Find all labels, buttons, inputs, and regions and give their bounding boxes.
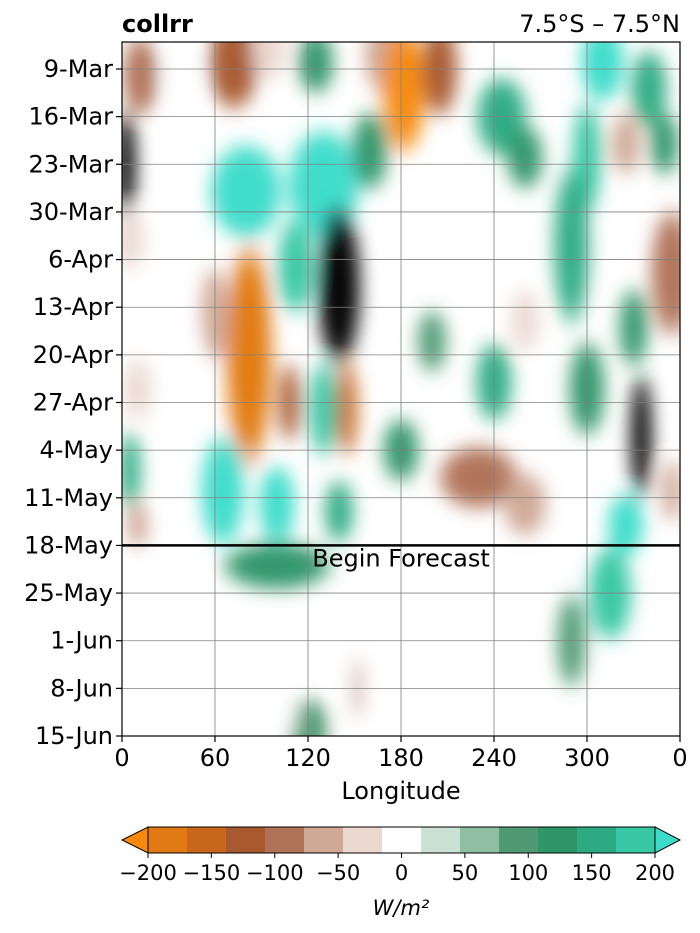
x-tick-label-3: 180 [378, 744, 424, 772]
colorbar-swatch-2 [187, 827, 227, 853]
anomaly-feature-3 [253, 42, 285, 76]
anomaly-feature-16 [280, 225, 312, 308]
x-axis-label: Longitude [341, 777, 460, 805]
colorbar-swatch-10 [499, 827, 539, 853]
colorbar-tick-label-7: 150 [572, 861, 612, 885]
colorbar-tick-label-0: −200 [119, 861, 177, 885]
anomaly-feature-6 [424, 42, 456, 110]
y-tick-label-1: 16-Mar [29, 103, 114, 131]
anomaly-feature-33 [512, 293, 538, 349]
colorbar-swatch-12 [577, 827, 617, 853]
anomaly-feature-7 [300, 42, 332, 90]
anomaly-feature-17 [509, 130, 541, 185]
anomaly-feature-0 [125, 42, 157, 110]
anomaly-feature-43 [610, 497, 642, 553]
anomaly-feature-29 [125, 361, 150, 417]
anomaly-feature-12 [215, 150, 277, 233]
colorbar-swatch-7 [382, 827, 422, 853]
y-tick-label-4: 6-Apr [48, 246, 113, 274]
y-tick-label-0: 9-Mar [44, 55, 113, 83]
x-tick-label-5: 300 [564, 744, 610, 772]
colorbar-swatch-9 [460, 827, 500, 853]
colorbar-swatch-6 [343, 827, 383, 853]
y-tick-label-13: 8-Jun [50, 674, 113, 702]
anomaly-feature-51 [168, 559, 200, 668]
y-tick-label-7: 27-Apr [33, 389, 113, 417]
anomaly-feature-2 [211, 42, 256, 104]
anomaly-feature-37 [261, 470, 293, 539]
anomaly-feature-15 [320, 218, 358, 355]
anomaly-feature-41 [506, 477, 544, 532]
y-tick-label-9: 11-May [24, 484, 113, 512]
colorbar-tick-label-8: 200 [635, 861, 675, 885]
anomaly-feature-20 [652, 116, 677, 172]
colorbar-tick-label-2: −100 [246, 861, 304, 885]
y-tick-label-6: 20-Apr [33, 341, 113, 369]
colorbar-label: W/m² [373, 896, 430, 920]
anomaly-feature-27 [337, 368, 357, 451]
anomaly-feature-39 [128, 504, 147, 546]
anomaly-feature-38 [122, 436, 140, 505]
x-tick-label-4: 240 [471, 744, 517, 772]
colorbar-extend-low [120, 826, 149, 854]
anomaly-feature-22 [653, 218, 680, 328]
y-tick-label-12: 1-Jun [50, 627, 113, 655]
anomaly-feature-5 [385, 42, 423, 144]
colorbar-tick-label-5: 50 [452, 861, 479, 885]
anomaly-feature-14 [354, 116, 386, 185]
colorbar-swatch-5 [304, 827, 344, 853]
colorbar-swatch-13 [616, 827, 656, 853]
y-axis: 9-Mar 16-Mar 23-Mar 30-Mar 6-Apr 13-Apr 20-Apr… [24, 55, 122, 750]
anomaly-feature-48 [230, 545, 324, 587]
anomaly-feature-55 [272, 654, 298, 736]
anomaly-feature-44 [662, 463, 680, 519]
colorbar-swatch-8 [421, 827, 461, 853]
chart-title-right: 7.5°S – 7.5°N [519, 10, 680, 38]
anomaly-feature-46 [326, 484, 352, 539]
grid-lines [122, 42, 680, 736]
anomaly-feature-42 [631, 382, 651, 491]
anomaly-feature-19 [613, 116, 639, 172]
begin-forecast-label: Begin Forecast [312, 544, 490, 572]
anomaly-feature-35 [621, 293, 646, 362]
anomaly-feature-1 [165, 42, 197, 110]
anomaly-feature-40 [444, 450, 513, 505]
y-tick-label-11: 25-May [24, 579, 113, 607]
x-axis: 0 60 120 180 240 300 0 [114, 736, 688, 772]
y-tick-label-3: 30-Mar [29, 198, 114, 226]
colorbar-tick-label-4: 0 [395, 861, 408, 885]
chart-title-left: collrr [122, 10, 193, 38]
y-tick-label-14: 15-Jun [35, 722, 113, 750]
colorbar-extend-high [654, 826, 682, 854]
x-tick-label-1: 60 [200, 744, 231, 772]
colorbar-tick-label-6: 100 [508, 861, 548, 885]
anomaly-feature-10 [633, 55, 665, 124]
x-tick-label-0: 0 [114, 744, 129, 772]
anomaly-feature-23 [556, 177, 587, 315]
colorbar-swatch-4 [265, 827, 305, 853]
anomaly-feature-21 [122, 211, 143, 267]
y-tick-label-5: 13-Apr [33, 293, 113, 321]
colorbar: −200 −150 −100 −50 0 50 100 150 200 [119, 826, 682, 885]
y-tick-label-8: 4-May [39, 436, 113, 464]
x-tick-label-2: 120 [285, 744, 331, 772]
y-tick-label-2: 23-Mar [29, 150, 114, 178]
colorbar-tick-label-1: −150 [183, 861, 241, 885]
anomaly-feature-28 [311, 368, 336, 451]
anomaly-feature-9 [583, 42, 622, 97]
y-tick-label-10: 18-May [24, 531, 113, 559]
colorbar-swatch-3 [226, 827, 266, 853]
colorbar-swatch-11 [538, 827, 578, 853]
colorbar-tick-label-3: −50 [316, 861, 360, 885]
anomaly-feature-36 [204, 443, 242, 539]
x-tick-label-6: 0 [672, 744, 687, 772]
colorbar-swatch-1 [148, 827, 188, 853]
anomaly-feature-34 [419, 314, 445, 369]
